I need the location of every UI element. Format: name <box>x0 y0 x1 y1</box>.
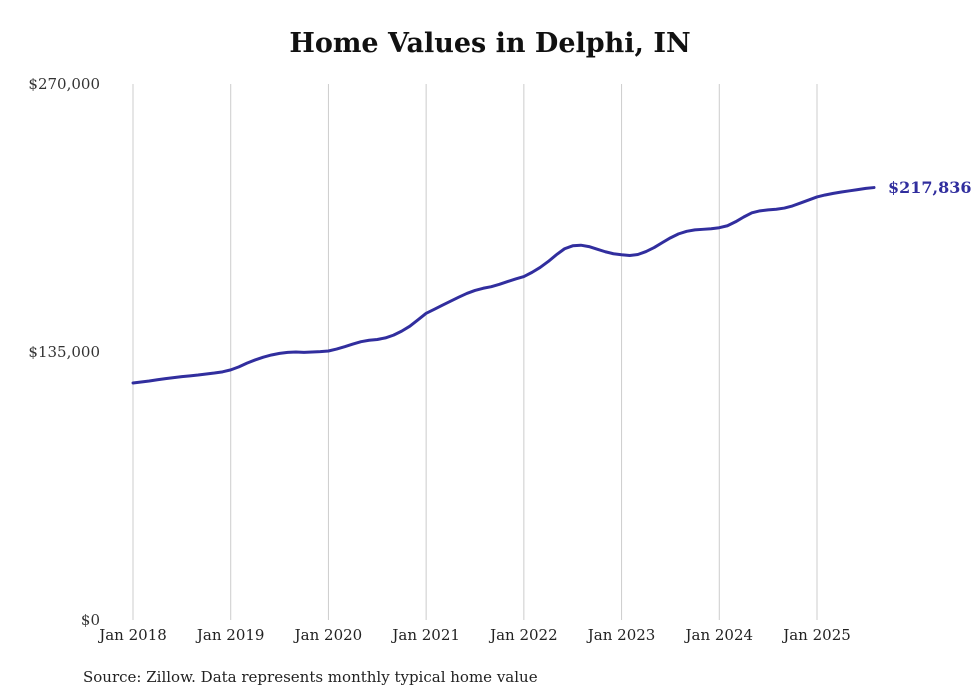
source-note: Source: Zillow. Data represents monthly … <box>83 668 538 686</box>
y-axis-tick-label: $0 <box>80 611 100 629</box>
home-value-line <box>131 186 876 385</box>
x-axis-tick-label: Jan 2018 <box>99 626 167 644</box>
y-axis-tick-label: $135,000 <box>28 343 100 361</box>
current-value-label: $217,836 <box>888 177 972 197</box>
x-axis-tick-label: Jan 2024 <box>685 626 754 644</box>
x-axis-tick-label: Jan 2022 <box>490 626 558 644</box>
chart-title: Home Values in Delphi, IN <box>289 28 691 59</box>
x-axis-tick-label: Jan 2025 <box>783 626 851 644</box>
x-axis-tick-label: Jan 2019 <box>196 626 265 644</box>
x-axis-tick-label: Jan 2020 <box>294 626 363 644</box>
x-axis-tick-label: Jan 2023 <box>587 626 656 644</box>
x-axis-tick-label: Jan 2021 <box>392 626 460 644</box>
y-axis-tick-label: $270,000 <box>28 75 100 93</box>
